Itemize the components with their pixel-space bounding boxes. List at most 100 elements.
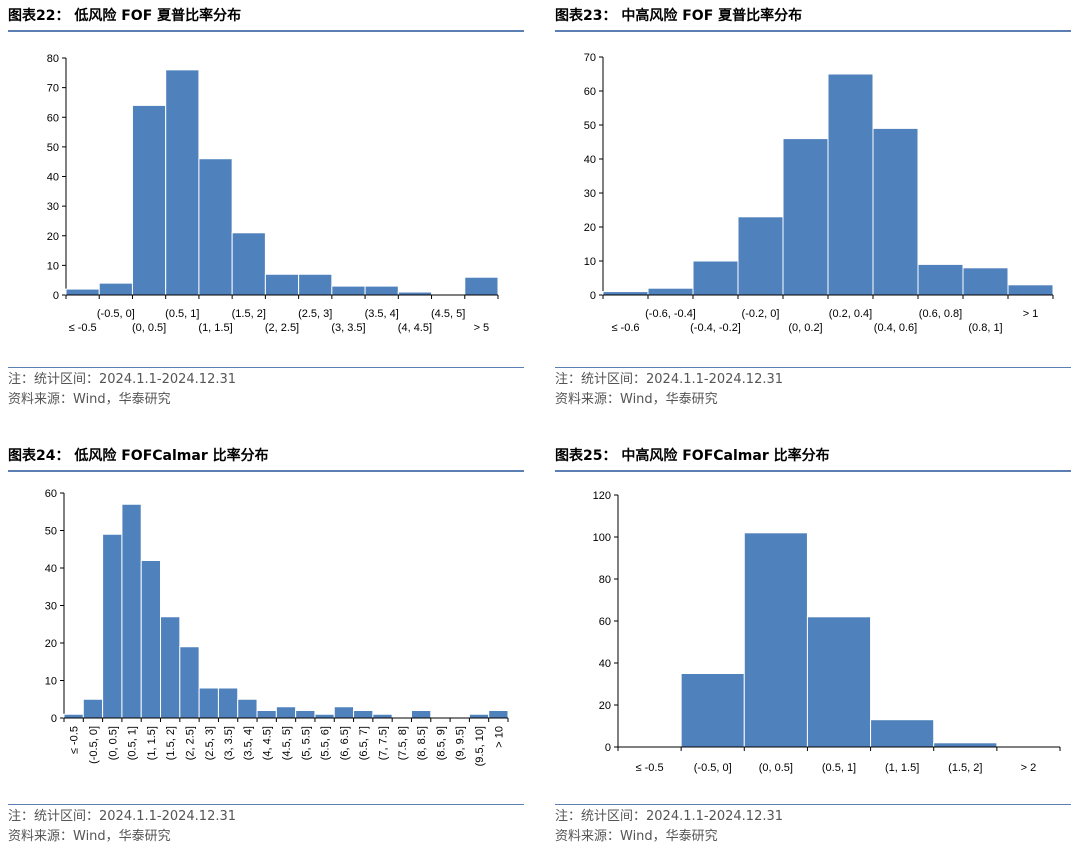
histogram-bar (140, 560, 162, 719)
x-tick-label: (0, 0.5] (759, 762, 793, 774)
histogram-bar (331, 285, 366, 296)
y-tick-label: 40 (599, 658, 611, 670)
x-tick-label: (0.5, 1] (822, 762, 856, 774)
x-tick-label: (-0.5, 0] (88, 726, 100, 764)
figure-title: 图表23： 中高风险 FOF 夏普比率分布 (555, 2, 1071, 32)
y-tick-label: 80 (599, 574, 611, 586)
histogram-bar (65, 288, 100, 296)
y-tick-label: 100 (593, 532, 611, 544)
x-tick-label: (2, 2.5] (184, 726, 196, 760)
histogram-chart: 0 10 20 30 40 50 60 70 80 ≤ -0.5(-0.5, 0] (0, 0.5]… (47, 53, 499, 334)
histogram-bar (333, 706, 355, 719)
histogram-bar (198, 158, 233, 296)
figure-title: 图表24： 低风险 FOFCalmar 比率分布 (8, 442, 524, 472)
histogram-bar (372, 713, 393, 719)
x-tick-label: (-0.4, -0.2] (690, 322, 741, 334)
x-tick-label: (1.5, 2] (948, 762, 982, 774)
x-tick-label: (8, 8.5] (416, 726, 428, 760)
x-tick-label: (0.5, 1] (165, 308, 199, 320)
x-tick-label: (3, 3.5] (331, 322, 365, 334)
histogram-bar (870, 719, 935, 748)
x-tick-label: (2, 2.5] (265, 322, 299, 334)
y-tick-label: 80 (47, 53, 59, 65)
x-tick-label: > 1 (1023, 308, 1039, 320)
x-tick-label: ≤ -0.5 (636, 762, 664, 774)
x-tick-label: (4, 4.5] (262, 726, 274, 760)
y-tick-label: 30 (45, 601, 57, 613)
histogram-bar (353, 710, 374, 719)
x-tick-label: (4, 4.5] (398, 322, 432, 334)
x-tick-label: (6.5, 7] (358, 726, 370, 760)
histogram-bar (1007, 284, 1054, 296)
x-tick-label: (-0.2, 0] (742, 308, 780, 320)
y-tick-label: 120 (593, 490, 611, 502)
x-tick-label: (3.5, 4] (242, 726, 254, 760)
histogram-bar (264, 273, 300, 296)
histogram-bar (256, 710, 277, 719)
histogram-bar (298, 273, 333, 296)
x-tick-label: (5, 5.5] (300, 726, 312, 760)
y-tick-label: 30 (584, 188, 596, 200)
histogram-chart: 0 20 40 60 80 100 120 ≤ -0.5 (-0.5, 0] (0, 0.5] (0… (593, 490, 1061, 774)
y-tick-label: 20 (584, 222, 596, 234)
chart-panel-1: 图表22： 低风险 FOF 夏普比率分布 0 10 20 30 40 50 60 70 80 ≤ … (8, 2, 524, 414)
histogram-bar (782, 138, 829, 296)
x-tick-label: (3, 3.5] (223, 726, 235, 760)
histogram-bar (872, 127, 919, 296)
y-tick-label: 40 (584, 154, 596, 166)
histogram-bar (737, 216, 784, 296)
histogram-bar (314, 713, 335, 719)
x-tick-label: (1, 1.5] (198, 322, 232, 334)
histogram-chart: 0 10 20 30 40 50 60 ≤ -0.5 (-0.5, 0] (0, 0.5] (0.5… (45, 488, 509, 766)
y-tick-label: 10 (47, 260, 59, 272)
y-tick-label: 50 (45, 526, 57, 538)
y-tick-label: 20 (47, 231, 59, 243)
histogram-bar (933, 742, 998, 748)
x-tick-label: (7.5, 8] (397, 726, 409, 760)
x-tick-label: (1.5, 2] (165, 726, 177, 760)
x-tick-label: (2.5, 3] (298, 308, 332, 320)
histogram-bar (121, 503, 142, 719)
y-tick-label: 70 (584, 52, 596, 64)
x-tick-label: > 2 (1021, 762, 1037, 774)
x-tick-label: (3.5, 4] (365, 308, 399, 320)
y-tick-label: 20 (599, 700, 611, 712)
histogram-bar (364, 285, 399, 296)
histogram-bar (82, 698, 104, 719)
x-tick-label: (-0.5, 0] (694, 762, 732, 774)
x-tick-label: (0.2, 0.4] (829, 308, 872, 320)
histogram-bar (602, 291, 649, 296)
histogram-bar (410, 710, 432, 719)
x-tick-label: (0, 0.2] (788, 322, 822, 334)
x-tick-label: (9, 9.5] (455, 726, 467, 760)
histogram-bar (488, 710, 509, 719)
x-tick-label: (-0.6, -0.4] (645, 308, 696, 320)
figure-footer: 注：统计区间：2024.1.1-2024.12.31 资料来源：Wind，华泰研… (555, 804, 1071, 847)
x-tick-label: (0, 0.5] (132, 322, 166, 334)
x-tick-label: (4.5, 5] (431, 308, 465, 320)
y-tick-label: 60 (45, 488, 57, 500)
stat-period-note: 注：统计区间：2024.1.1-2024.12.31 (8, 372, 237, 387)
data-source-note: 资料来源：Wind，华泰研究 (555, 392, 718, 407)
stat-period-note: 注：统计区间：2024.1.1-2024.12.31 (555, 372, 784, 387)
histogram-bar (468, 713, 490, 719)
stat-period-note: 注：统计区间：2024.1.1-2024.12.31 (8, 809, 237, 824)
histogram-bar (102, 533, 123, 719)
y-tick-label: 0 (53, 290, 59, 302)
y-tick-label: 0 (605, 742, 611, 754)
figure-footer: 注：统计区间：2024.1.1-2024.12.31 资料来源：Wind，华泰研… (8, 804, 524, 847)
histogram-bar (962, 267, 1009, 296)
chart-panel-3: 图表24： 低风险 FOFCalmar 比率分布 0 10 20 30 40 50 60 ≤ … (8, 442, 524, 854)
figure-footer: 注：统计区间：2024.1.1-2024.12.31 资料来源：Wind，华泰研… (555, 367, 1071, 410)
x-tick-label: (2.5, 3] (204, 726, 216, 760)
figure-title: 图表25： 中高风险 FOFCalmar 比率分布 (555, 442, 1071, 472)
x-tick-label: (0.4, 0.6] (874, 322, 917, 334)
histogram-bar (743, 532, 808, 748)
histogram-chart: 0 10 20 30 40 50 60 70 ≤ -0.6 (-0.6, -0.4] (-0.4, … (584, 52, 1054, 334)
histogram-bar (237, 698, 258, 719)
x-tick-label: (6, 6.5] (339, 726, 351, 760)
histogram-bar (647, 287, 694, 296)
y-tick-label: 60 (47, 112, 59, 124)
histogram-bar (806, 616, 872, 748)
y-tick-label: 60 (584, 86, 596, 98)
